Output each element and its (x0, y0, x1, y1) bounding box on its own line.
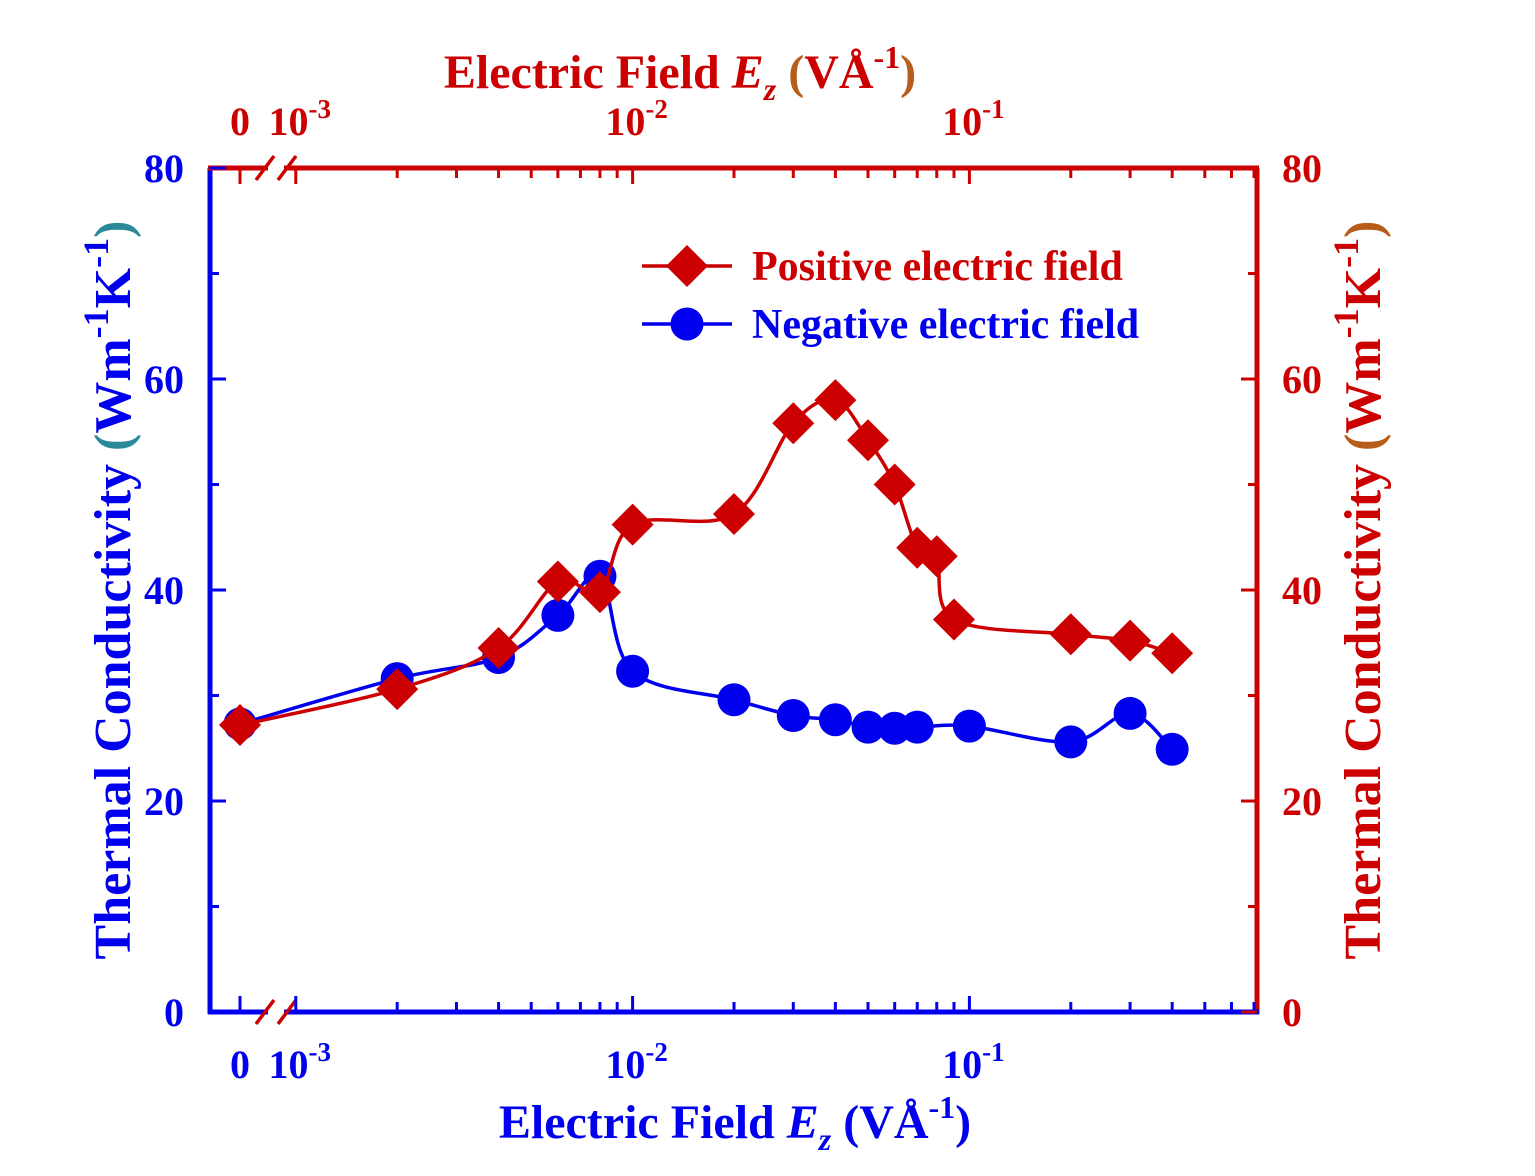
axis-break-slash (254, 154, 276, 182)
y-tick-label-right: 40 (1282, 568, 1322, 613)
positive-field-point (477, 627, 520, 670)
positive-field-point (915, 535, 958, 578)
legend-negative-marker (670, 307, 704, 341)
y-tick-label-right: 0 (1282, 990, 1302, 1035)
positive-field-point (611, 503, 654, 546)
positive-field-line (239, 397, 1173, 727)
positive-field-point (219, 704, 261, 747)
y-tick-label-left: 0 (164, 990, 184, 1035)
x-tick-label-bottom: 0 (230, 1042, 250, 1087)
y-axis-title-right: Thermal Conductivity (Wm-1K-1) (1326, 221, 1392, 960)
top-axis-break-gap (268, 162, 284, 174)
x-tick-label-bottom: 10-3 (269, 1037, 332, 1087)
positive-field-point (847, 419, 890, 462)
positive-field-point (578, 571, 621, 614)
negative-field-point (952, 709, 986, 743)
positive-field-point (1109, 619, 1152, 662)
labels-layer: 0 0 10-3 10-3 10-2 10-2 10-1 10-1 0 0 20 20 40 40 60 60… (76, 39, 1392, 1157)
x-tick-label-top: 0 (230, 99, 250, 144)
y-tick-label-right: 20 (1282, 779, 1322, 824)
x-tick-label-top: 10-1 (942, 94, 1005, 144)
positive-field-point (376, 668, 419, 711)
negative-field-point (717, 683, 751, 717)
negative-field-point (900, 710, 934, 744)
positive-field-point (1151, 632, 1194, 675)
negative-field-point (776, 699, 810, 733)
x-tick-label-bottom: 10-1 (942, 1037, 1005, 1087)
negative-field-point (818, 703, 852, 737)
negative-field-point (616, 654, 650, 688)
series-layer (219, 245, 1194, 766)
legend-positive-marker (666, 245, 708, 287)
legend-positive-label: Positive electric field (752, 244, 1123, 290)
bottom-axis-break-gap (268, 1006, 284, 1018)
negative-field-point (1113, 696, 1147, 730)
y-tick-label-left: 20 (144, 779, 184, 824)
positive-field-point (932, 598, 975, 641)
positive-field-point (814, 379, 857, 422)
y-axis-title-left: Thermal Conductivity (Wm-1K-1) (76, 221, 142, 960)
axis-break-slash (276, 998, 298, 1026)
negative-field-point (851, 710, 885, 744)
x-tick-label-top: 10-3 (269, 94, 332, 144)
negative-field-point (541, 598, 575, 632)
axis-break-slash (276, 154, 298, 182)
legend-negative-label: Negative electric field (752, 302, 1139, 348)
y-tick-label-right: 60 (1282, 357, 1322, 402)
positive-field-point (873, 463, 916, 506)
negative-field-point (1155, 732, 1189, 766)
negative-field-point (1054, 725, 1088, 759)
axis-break-slash (254, 998, 276, 1026)
positive-field-point (536, 560, 579, 603)
positive-field-point (1049, 613, 1092, 656)
x-axis-title-bottom: Electric Field Ez (VÅ-1) (499, 1089, 971, 1157)
positive-field-point (712, 493, 755, 536)
positive-field-point (772, 402, 815, 445)
y-tick-label-left: 60 (144, 357, 184, 402)
y-tick-label-right: 80 (1282, 146, 1322, 191)
y-tick-label-left: 80 (144, 146, 184, 191)
x-axis-title-top: Electric Field Ez (VÅ-1) (444, 39, 916, 107)
x-tick-label-bottom: 10-2 (605, 1037, 668, 1087)
negative-field-line (239, 573, 1174, 751)
x-tick-label-top: 10-2 (605, 94, 668, 144)
axes-frame (207, 154, 1260, 1026)
y-tick-label-left: 40 (144, 568, 184, 613)
